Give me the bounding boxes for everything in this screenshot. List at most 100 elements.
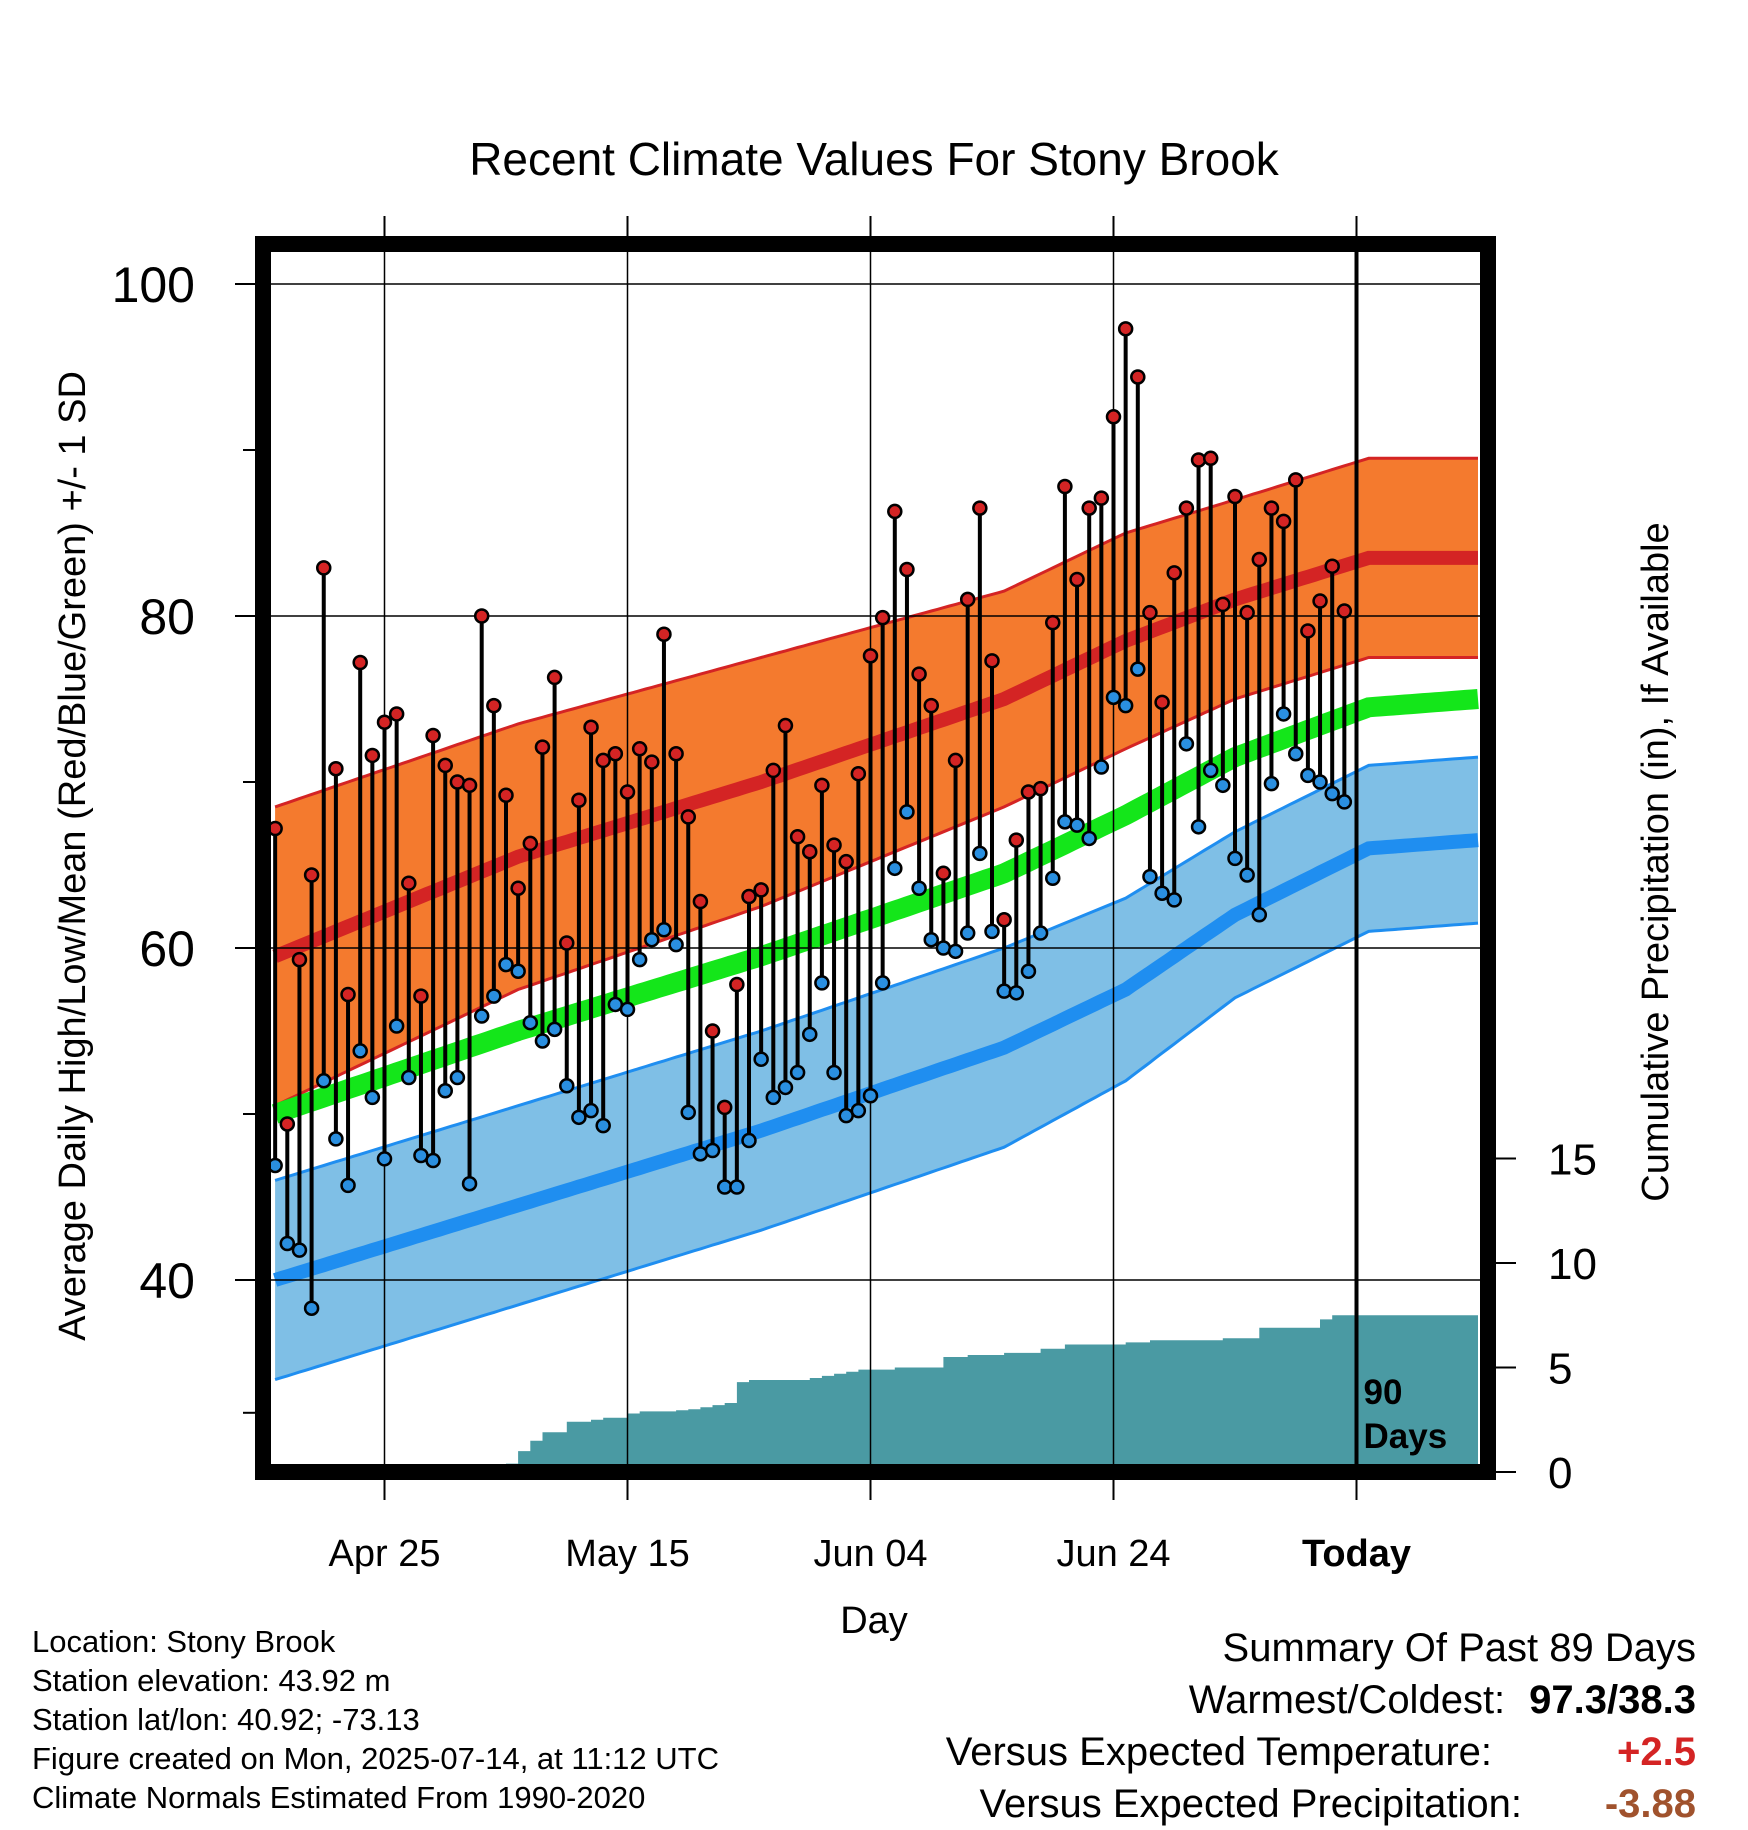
daily-high-point — [413, 988, 429, 1004]
daily-low-point — [753, 1051, 769, 1067]
daily-high-point — [802, 843, 818, 860]
normal-high-band-lower-edge — [274, 656, 1478, 1108]
daily-low-point — [1020, 963, 1037, 979]
daily-high-point — [1117, 321, 1134, 337]
daily-low-point — [486, 988, 502, 1004]
daily-low-point — [303, 1300, 320, 1316]
daily-low-point — [1239, 867, 1255, 883]
daily-high-point — [1324, 558, 1340, 574]
daily-low-point — [437, 1083, 453, 1099]
daily-low-point — [1190, 819, 1207, 835]
daily-low-point — [498, 956, 514, 973]
daily-high-point — [1069, 571, 1085, 588]
daily-high-point — [765, 762, 782, 779]
daily-low-point — [510, 963, 526, 979]
daily-high-point — [619, 784, 636, 800]
daily-high-point — [838, 853, 854, 870]
daily-high-point — [1093, 490, 1110, 506]
daily-high-point — [1300, 623, 1316, 639]
station-elevation: Station elevation: 43.92 m — [32, 1663, 391, 1698]
daily-high-point — [935, 865, 952, 882]
daily-low-point — [340, 1177, 356, 1194]
daily-high-point — [826, 837, 842, 853]
daily-low-point — [1275, 706, 1292, 722]
daily-high-point — [850, 765, 867, 782]
summary-temp: Versus Expected Temperature: +2.5 — [946, 1726, 1696, 1778]
daily-high-point — [729, 976, 745, 993]
daily-low-point — [802, 1026, 818, 1043]
daily-high-point — [473, 608, 490, 624]
daily-low-point — [595, 1117, 611, 1134]
daily-high-point — [996, 912, 1012, 928]
y-tick-label-right: 15 — [1548, 1136, 1597, 1185]
daily-high-point — [1202, 450, 1219, 467]
y-tick-label-left: 100 — [112, 257, 195, 313]
temp-anomaly-label: Versus Expected Temperature: — [945, 1730, 1492, 1774]
daily-low-point — [1178, 736, 1195, 752]
y-axis-label-left: Average Daily High/Low/Mean (Red/Blue/Gr… — [52, 371, 94, 1341]
daily-low-point — [1227, 850, 1243, 867]
daily-high-point — [704, 1023, 721, 1039]
daily-high-point — [291, 951, 308, 968]
daily-high-point — [534, 739, 551, 755]
daily-high-point — [1336, 603, 1353, 619]
daily-high-point — [316, 560, 332, 576]
daily-low-point — [850, 1102, 867, 1119]
normal-mean-line — [271, 689, 1479, 1124]
daily-high-point — [984, 653, 1000, 669]
daily-high-point — [1008, 832, 1025, 848]
daily-low-point — [680, 1104, 696, 1121]
daily-low-point — [425, 1152, 441, 1169]
daily-low-point — [1093, 759, 1110, 775]
x-axis-label: Day — [840, 1600, 908, 1642]
daily-low-point — [1288, 746, 1304, 762]
daily-low-point — [388, 1018, 405, 1034]
daily-high-point — [1130, 369, 1146, 385]
daily-low-point — [279, 1235, 296, 1252]
daily-low-point — [1105, 689, 1122, 706]
daily-high-point — [862, 648, 879, 664]
temp-anomaly-value: +2.5 — [1617, 1730, 1696, 1774]
daily-low-point — [1251, 907, 1268, 923]
daily-low-point — [352, 1043, 368, 1059]
daily-low-point — [789, 1064, 806, 1081]
daily-high-point — [1105, 409, 1122, 425]
x-tick-label: Apr 25 — [329, 1533, 441, 1575]
daily-high-point — [1032, 780, 1049, 797]
daily-high-point — [1154, 694, 1170, 711]
daily-high-point — [401, 875, 417, 892]
daily-high-point — [911, 666, 927, 682]
daily-high-point — [644, 754, 660, 770]
y-tick-label-left: 80 — [139, 589, 195, 645]
x-tick-label: May 15 — [565, 1533, 690, 1575]
daily-low-point — [1300, 767, 1316, 784]
normal-high-line — [272, 550, 1478, 963]
y-tick-label-right: 5 — [1548, 1345, 1572, 1394]
daily-low-point — [1312, 774, 1328, 790]
cumulative-precip-area — [275, 1315, 1479, 1472]
daily-low-point — [704, 1142, 721, 1159]
x-tick-label: Jun 24 — [1056, 1533, 1170, 1575]
daily-low-point — [887, 860, 903, 877]
precip-anomaly-value: -3.88 — [1604, 1782, 1696, 1826]
daily-high-point — [352, 654, 368, 671]
daily-high-point — [789, 829, 806, 845]
daily-low-point — [899, 804, 915, 820]
daily-high-point — [1045, 614, 1061, 631]
daily-low-point — [522, 1014, 539, 1031]
daily-high-point — [595, 752, 611, 769]
daily-low-point — [826, 1064, 842, 1081]
station-latlon: Station lat/lon: 40.92; -73.13 — [32, 1702, 420, 1737]
daily-low-point — [1166, 892, 1182, 908]
today-span-label: 90 Days — [1364, 1373, 1448, 1456]
summary-precip: Versus Expected Precipitation: -3.88 — [946, 1778, 1696, 1830]
daily-low-point — [777, 1079, 794, 1096]
summary-panel: Summary Of Past 89 Days Warmest/Coldest:… — [946, 1622, 1696, 1830]
warm-cold-label: Warmest/Coldest: — [1188, 1678, 1506, 1722]
daily-high-point — [1178, 500, 1195, 516]
daily-high-point — [1057, 478, 1073, 495]
daily-high-point — [328, 760, 344, 777]
daily-high-point — [1239, 604, 1255, 621]
daily-high-point — [1227, 488, 1243, 505]
